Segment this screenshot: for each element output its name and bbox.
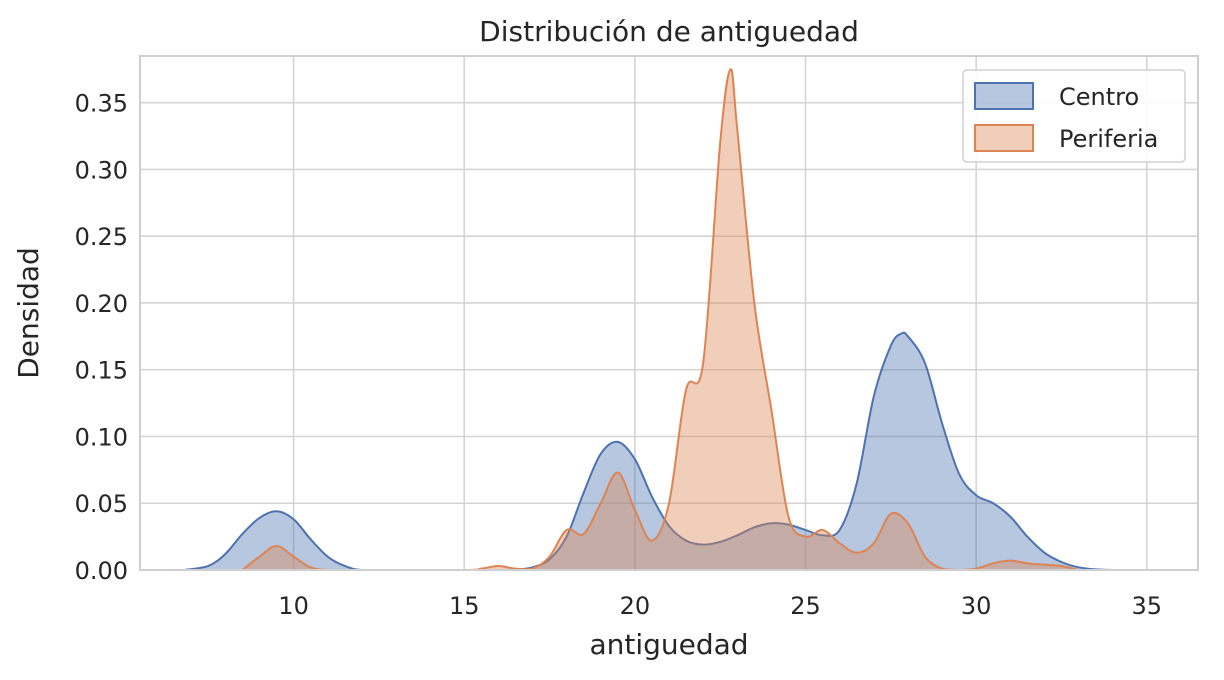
legend-label-centro: Centro (1059, 83, 1139, 111)
y-tick-label: 0.00 (75, 557, 128, 585)
x-tick-label: 15 (449, 592, 480, 620)
y-tick-label: 0.25 (75, 223, 128, 251)
y-tick-label: 0.35 (75, 90, 128, 118)
y-tick-label: 0.30 (75, 156, 128, 184)
y-tick-label: 0.10 (75, 423, 128, 451)
chart-title: Distribución de antiguedad (479, 15, 859, 48)
legend: Centro Periferia (962, 69, 1186, 163)
x-axis-label: antiguedad (589, 628, 748, 661)
x-tick-label: 25 (790, 592, 821, 620)
y-tick-label: 0.05 (75, 490, 128, 518)
x-axis-ticks: 10 15 20 25 30 35 (278, 592, 1162, 620)
y-axis-label: Densidad (12, 247, 45, 379)
area-centro (184, 332, 1113, 570)
x-tick-label: 10 (278, 592, 309, 620)
legend-label-periferia: Periferia (1059, 125, 1158, 153)
legend-swatch-centro (974, 82, 1034, 110)
line-centro (184, 331, 1113, 571)
legend-swatch-periferia (974, 124, 1034, 152)
y-tick-label: 0.15 (75, 357, 128, 385)
legend-box (962, 69, 1186, 163)
x-tick-label: 20 (620, 592, 651, 620)
x-tick-label: 35 (1132, 592, 1163, 620)
plot-frame (139, 55, 1199, 571)
y-tick-label: 0.20 (75, 290, 128, 318)
y-axis-ticks: 0.00 0.05 0.10 0.15 0.20 0.25 0.30 0.35 (75, 90, 128, 585)
x-tick-label: 30 (961, 592, 992, 620)
